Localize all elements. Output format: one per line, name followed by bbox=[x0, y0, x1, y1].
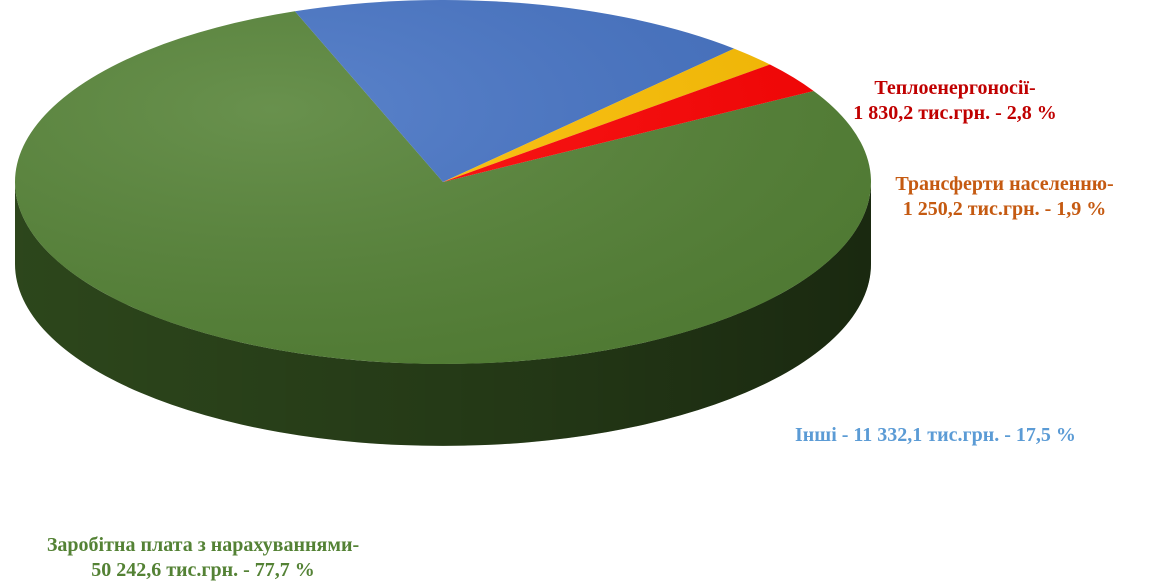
slice-label-transfers: Трансферти населенню- 1 250,2 тис.грн. -… bbox=[872, 172, 1137, 222]
slice-label-other: Інші - 11 332,1 тис.грн. - 17,5 % bbox=[795, 423, 1076, 448]
slice-label-heat-energy-line1: Теплоенергоносії- bbox=[874, 77, 1036, 99]
slice-label-transfers-line2: 1 250,2 тис.грн. - 1,9 % bbox=[902, 198, 1107, 220]
slice-label-wages: Заробітна плата з нарахуваннями- 50 242,… bbox=[8, 533, 398, 583]
pie-top-shine bbox=[15, 0, 871, 364]
slice-label-wages-line1: Заробітна плата з нарахуваннями- bbox=[46, 534, 360, 556]
slice-label-wages-line2: 50 242,6 тис.грн. - 77,7 % bbox=[91, 559, 315, 581]
slice-label-transfers-line1: Трансферти населенню- bbox=[895, 173, 1114, 195]
pie-side-shade-0 bbox=[15, 182, 871, 446]
slice-label-heat-energy-line2: 1 830,2 тис.грн. - 2,8 % bbox=[853, 102, 1057, 124]
slice-label-heat-energy: Теплоенергоносії- 1 830,2 тис.грн. - 2,8… bbox=[850, 76, 1060, 126]
slice-label-other-line1: Інші - 11 332,1 тис.грн. - 17,5 % bbox=[795, 424, 1076, 446]
